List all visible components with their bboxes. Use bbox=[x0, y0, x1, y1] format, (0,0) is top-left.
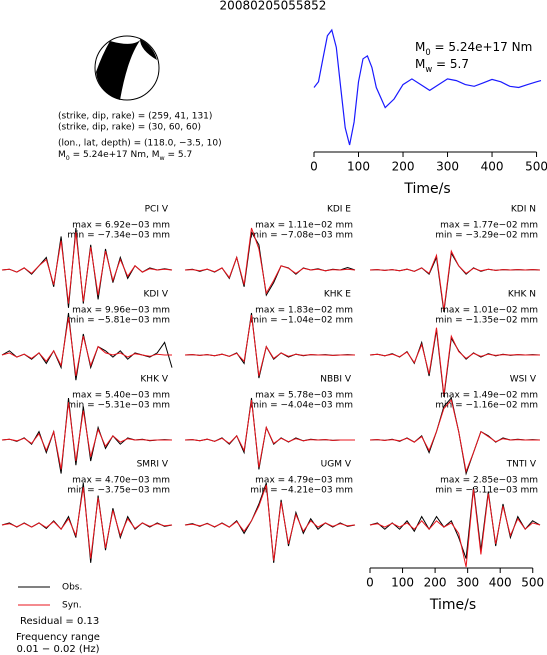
x-tick-label: 300 bbox=[456, 576, 479, 590]
observed-trace bbox=[369, 329, 541, 398]
max-amplitude: max = 5.40e−03 mm bbox=[72, 391, 170, 401]
subscript: 0 bbox=[66, 155, 70, 162]
source-info: (strike, dip, rake) = (30, 60, 60) bbox=[58, 123, 201, 133]
station-name: KDI N bbox=[511, 205, 536, 215]
text-part: = 5.24e+17 Nm, M bbox=[70, 150, 160, 160]
station-name: KHK E bbox=[324, 290, 351, 300]
x-axis-label: Time/s bbox=[429, 597, 476, 613]
synthetic-trace bbox=[184, 227, 356, 295]
synthetic-trace bbox=[369, 489, 541, 568]
max-amplitude: max = 6.92e−03 mm bbox=[72, 221, 170, 231]
min-amplitude: min = −3.29e−02 mm bbox=[435, 231, 538, 241]
x-tick-label: 100 bbox=[391, 576, 414, 590]
beachball bbox=[94, 35, 160, 101]
synthetic-trace bbox=[184, 400, 355, 468]
x-tick-label: 500 bbox=[525, 160, 547, 174]
synthetic-trace bbox=[1, 402, 172, 470]
station-name: NBBI V bbox=[320, 375, 352, 385]
min-amplitude: min = −5.31e−03 mm bbox=[67, 401, 170, 411]
stf-magnitude: Mw = 5.7 bbox=[415, 57, 469, 74]
residual: Residual = 0.13 bbox=[20, 616, 99, 627]
min-amplitude: min = −7.34e−03 mm bbox=[67, 231, 170, 241]
station-name: PCI V bbox=[145, 205, 169, 215]
station-name: KHK V bbox=[140, 375, 168, 385]
max-amplitude: max = 9.96e−03 mm bbox=[72, 306, 170, 316]
frequency-range: 0.01 − 0.02 (Hz) bbox=[16, 644, 99, 655]
x-tick-label: 400 bbox=[489, 576, 512, 590]
min-amplitude: min = −1.16e−02 mm bbox=[435, 401, 538, 411]
max-amplitude: max = 1.11e−02 mm bbox=[255, 221, 353, 231]
min-amplitude: min = −7.08e−03 mm bbox=[250, 231, 353, 241]
max-amplitude: max = 4.79e−03 mm bbox=[255, 476, 353, 486]
min-amplitude: min = −4.04e−03 mm bbox=[250, 401, 353, 411]
max-amplitude: max = 5.78e−03 mm bbox=[255, 391, 353, 401]
synthetic-trace bbox=[184, 484, 356, 561]
subscript: w bbox=[425, 64, 432, 74]
station-name: UGM V bbox=[321, 460, 352, 470]
max-amplitude: max = 4.70e−03 mm bbox=[72, 476, 170, 486]
x-tick-label: 400 bbox=[481, 160, 504, 174]
frequency-label: Frequency range bbox=[16, 632, 100, 643]
source-info: (strike, dip, rake) = (259, 41, 131) bbox=[58, 112, 212, 122]
x-axis-label: Time/s bbox=[403, 181, 450, 197]
text-part: M bbox=[415, 57, 425, 71]
stf-moment: M0 = 5.24e+17 Nm bbox=[415, 40, 532, 57]
min-amplitude: min = −1.04e−02 mm bbox=[250, 316, 353, 326]
station-name: KDI E bbox=[327, 205, 351, 215]
text-part: = 5.7 bbox=[432, 57, 469, 71]
x-tick-label: 200 bbox=[424, 576, 447, 590]
max-amplitude: max = 1.49e−02 mm bbox=[440, 391, 538, 401]
x-tick-label: 300 bbox=[436, 160, 459, 174]
x-tick-label: 100 bbox=[347, 160, 370, 174]
legend-label: Obs. bbox=[62, 583, 82, 593]
subscript: w bbox=[159, 155, 164, 162]
station-name: KDI V bbox=[143, 290, 168, 300]
max-amplitude: max = 2.85e−03 mm bbox=[440, 476, 538, 486]
x-tick-label: 500 bbox=[521, 576, 544, 590]
synthetic-trace bbox=[1, 317, 172, 377]
station-name: WSI V bbox=[510, 375, 537, 385]
synthetic-trace bbox=[184, 315, 355, 377]
observed-trace bbox=[369, 251, 541, 313]
synthetic-trace bbox=[369, 399, 540, 474]
source-info: (lon., lat, depth) = (118.0, −3.5, 10) bbox=[58, 139, 222, 149]
text-part: = 5.24e+17 Nm bbox=[431, 40, 533, 54]
max-amplitude: max = 1.83e−02 mm bbox=[255, 306, 353, 316]
station-name: SMRI V bbox=[137, 460, 169, 470]
observed-trace bbox=[184, 230, 356, 297]
text-part: M bbox=[415, 40, 425, 54]
legend-label: Syn. bbox=[62, 601, 82, 611]
figure-title: 20080205055852 bbox=[220, 0, 327, 13]
x-tick-label: 0 bbox=[310, 160, 318, 174]
min-amplitude: min = −4.21e−03 mm bbox=[250, 486, 353, 496]
subscript: 0 bbox=[425, 47, 430, 57]
station-name: KHK N bbox=[508, 290, 536, 300]
x-tick-label: 0 bbox=[366, 576, 374, 590]
min-amplitude: min = −5.81e−03 mm bbox=[67, 316, 170, 326]
max-amplitude: max = 1.01e−02 mm bbox=[440, 306, 538, 316]
min-amplitude: min = −1.35e−02 mm bbox=[435, 316, 538, 326]
synthetic-trace bbox=[1, 232, 173, 304]
max-amplitude: max = 1.77e−02 mm bbox=[440, 221, 538, 231]
station-name: TNTI V bbox=[506, 460, 537, 470]
synthetic-trace bbox=[369, 327, 540, 395]
x-tick-label: 200 bbox=[392, 160, 415, 174]
synthetic-trace bbox=[369, 249, 541, 310]
synthetic-trace bbox=[1, 487, 173, 559]
min-amplitude: min = −3.75e−03 mm bbox=[67, 486, 170, 496]
text-part: = 5.7 bbox=[165, 150, 193, 160]
min-amplitude: min = −3.11e−03 mm bbox=[435, 486, 538, 496]
stf-line bbox=[313, 28, 542, 146]
text-part: M bbox=[58, 150, 66, 160]
observed-trace bbox=[369, 487, 541, 559]
source-info: M0 = 5.24e+17 Nm, Mw = 5.7 bbox=[58, 150, 192, 162]
